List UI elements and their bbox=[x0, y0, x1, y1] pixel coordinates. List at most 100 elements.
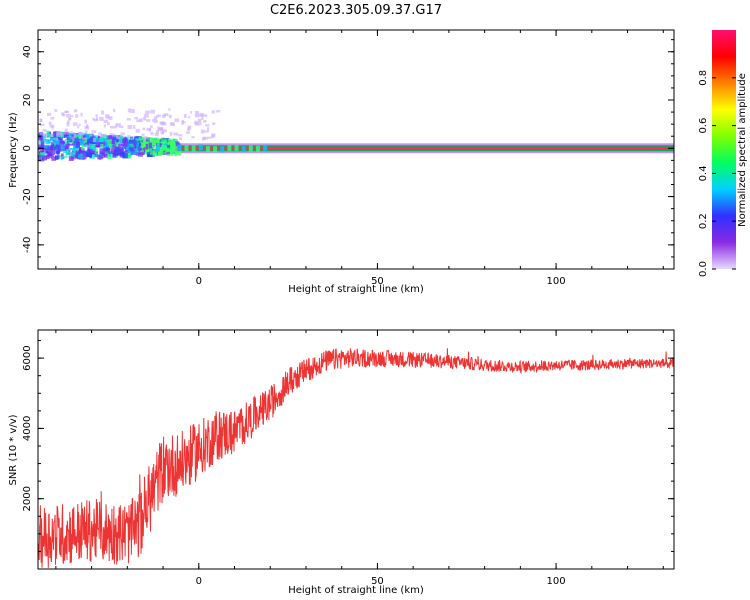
spectral-cell bbox=[154, 139, 160, 145]
spectral-cell bbox=[241, 146, 246, 153]
spectral-cell bbox=[46, 130, 49, 133]
spectral-cell-faint bbox=[130, 109, 135, 114]
spectral-cell-faint bbox=[142, 127, 146, 130]
spectral-cell bbox=[130, 137, 134, 142]
spectral-cell-faint bbox=[118, 125, 124, 128]
spectral-cell bbox=[81, 147, 84, 151]
spectral-cell-faint bbox=[99, 116, 104, 121]
spectral-cell bbox=[141, 141, 145, 147]
spectral-cell bbox=[105, 141, 109, 147]
spectral-cell bbox=[146, 152, 153, 158]
spectral-cell bbox=[135, 145, 141, 149]
spectral-cell-faint bbox=[148, 128, 151, 132]
spectral-cell bbox=[40, 138, 45, 142]
spectral-cell-faint bbox=[68, 117, 71, 120]
spectral-cell bbox=[60, 155, 63, 161]
snr-series-line bbox=[38, 348, 674, 568]
spectral-cell bbox=[153, 151, 159, 157]
spectral-cell-faint bbox=[49, 124, 55, 128]
colorbar-tick-label: 0.4 bbox=[698, 165, 709, 181]
spectral-cell-faint bbox=[191, 136, 195, 139]
spectral-cell-faint bbox=[48, 121, 52, 125]
spectral-cell-faint bbox=[201, 116, 204, 120]
spectral-cell bbox=[65, 148, 69, 155]
spectral-cell-faint bbox=[55, 138, 59, 141]
spectral-cell bbox=[74, 134, 81, 137]
spectral-cell bbox=[120, 146, 123, 153]
spectral-cell-faint bbox=[211, 133, 216, 137]
spectral-cell bbox=[158, 150, 161, 155]
spectrogram-ticks: 0 50 100 40 20 0 -20 -40 bbox=[22, 30, 674, 287]
spectral-cell bbox=[89, 141, 96, 144]
spectral-cell-faint bbox=[81, 137, 87, 140]
x-tick-label: 50 bbox=[371, 576, 384, 587]
spectral-cell-faint bbox=[91, 130, 97, 133]
spectral-cell bbox=[107, 140, 112, 147]
spectral-cell bbox=[147, 137, 151, 141]
spectral-cell bbox=[153, 137, 160, 143]
spectral-cell-faint bbox=[127, 108, 131, 113]
spectral-cell bbox=[38, 155, 45, 162]
spectral-cell-faint bbox=[66, 131, 70, 135]
spectral-cell-faint bbox=[126, 118, 131, 121]
spectral-cell-faint bbox=[162, 129, 167, 133]
spectral-cell bbox=[263, 144, 268, 151]
spectral-cell-faint bbox=[101, 134, 106, 138]
spectral-cell-faint bbox=[153, 119, 158, 124]
spectral-cell-faint bbox=[78, 123, 81, 126]
spectral-cell bbox=[112, 144, 117, 149]
spectral-cell bbox=[67, 143, 73, 146]
spectral-cell bbox=[150, 150, 155, 155]
spectral-cell bbox=[75, 141, 80, 148]
spectral-cell-faint bbox=[161, 114, 166, 118]
spectral-cell bbox=[97, 135, 101, 140]
spectral-cell-faint bbox=[136, 119, 141, 123]
x-tick-label: 100 bbox=[547, 576, 566, 587]
spectral-cell-faint bbox=[190, 111, 193, 114]
spectral-cell-faint bbox=[103, 124, 106, 128]
spectral-cell-faint bbox=[109, 133, 114, 136]
spectral-cell-faint bbox=[63, 131, 67, 135]
spectral-cell bbox=[172, 138, 177, 144]
snr-ylabel: SNR (10 * v/v) bbox=[8, 414, 19, 485]
spectral-cell-faint bbox=[150, 131, 154, 136]
spectral-cell bbox=[84, 144, 88, 148]
spectral-cell bbox=[198, 144, 203, 151]
spectral-cell-faint bbox=[92, 117, 95, 121]
spectral-cell-faint bbox=[54, 109, 58, 112]
colorbar-tick-label: 0.2 bbox=[698, 213, 709, 229]
spectral-cell-faint bbox=[163, 113, 169, 116]
spectral-cell bbox=[151, 138, 155, 141]
spectral-cell bbox=[171, 146, 178, 152]
spectral-cell bbox=[42, 148, 45, 152]
spectral-cell bbox=[47, 146, 54, 151]
spectral-cell bbox=[103, 145, 106, 148]
spectral-cell bbox=[128, 140, 133, 145]
spectral-cell bbox=[166, 148, 170, 152]
spectral-cell bbox=[74, 137, 79, 143]
spectral-cell bbox=[125, 147, 129, 151]
spectral-cell-faint bbox=[206, 136, 212, 139]
spectral-cell-faint bbox=[169, 131, 173, 136]
spectral-cell bbox=[138, 136, 143, 140]
spectral-cell-faint bbox=[56, 133, 60, 137]
spectral-cell bbox=[157, 141, 160, 148]
spectral-cell bbox=[147, 137, 153, 143]
y-tick-label: 20 bbox=[22, 94, 33, 107]
spectral-cell-faint bbox=[197, 118, 202, 123]
spectral-cell bbox=[107, 136, 113, 141]
y-tick-label: 40 bbox=[22, 45, 33, 58]
spectral-cell bbox=[136, 142, 139, 147]
spectral-cell-faint bbox=[51, 125, 54, 130]
spectral-cell-faint bbox=[70, 115, 74, 118]
spectral-cell bbox=[95, 148, 98, 153]
spectral-cell-faint bbox=[212, 122, 216, 125]
spectral-cell bbox=[60, 153, 64, 157]
spectral-cell-faint bbox=[104, 114, 110, 118]
spectral-cell-faint bbox=[134, 116, 139, 120]
spectral-cell bbox=[78, 139, 85, 146]
spectral-cell-faint bbox=[145, 110, 150, 114]
spectral-cell bbox=[98, 137, 104, 143]
spectral-cell bbox=[38, 144, 43, 149]
spectral-cell-faint bbox=[101, 110, 105, 115]
